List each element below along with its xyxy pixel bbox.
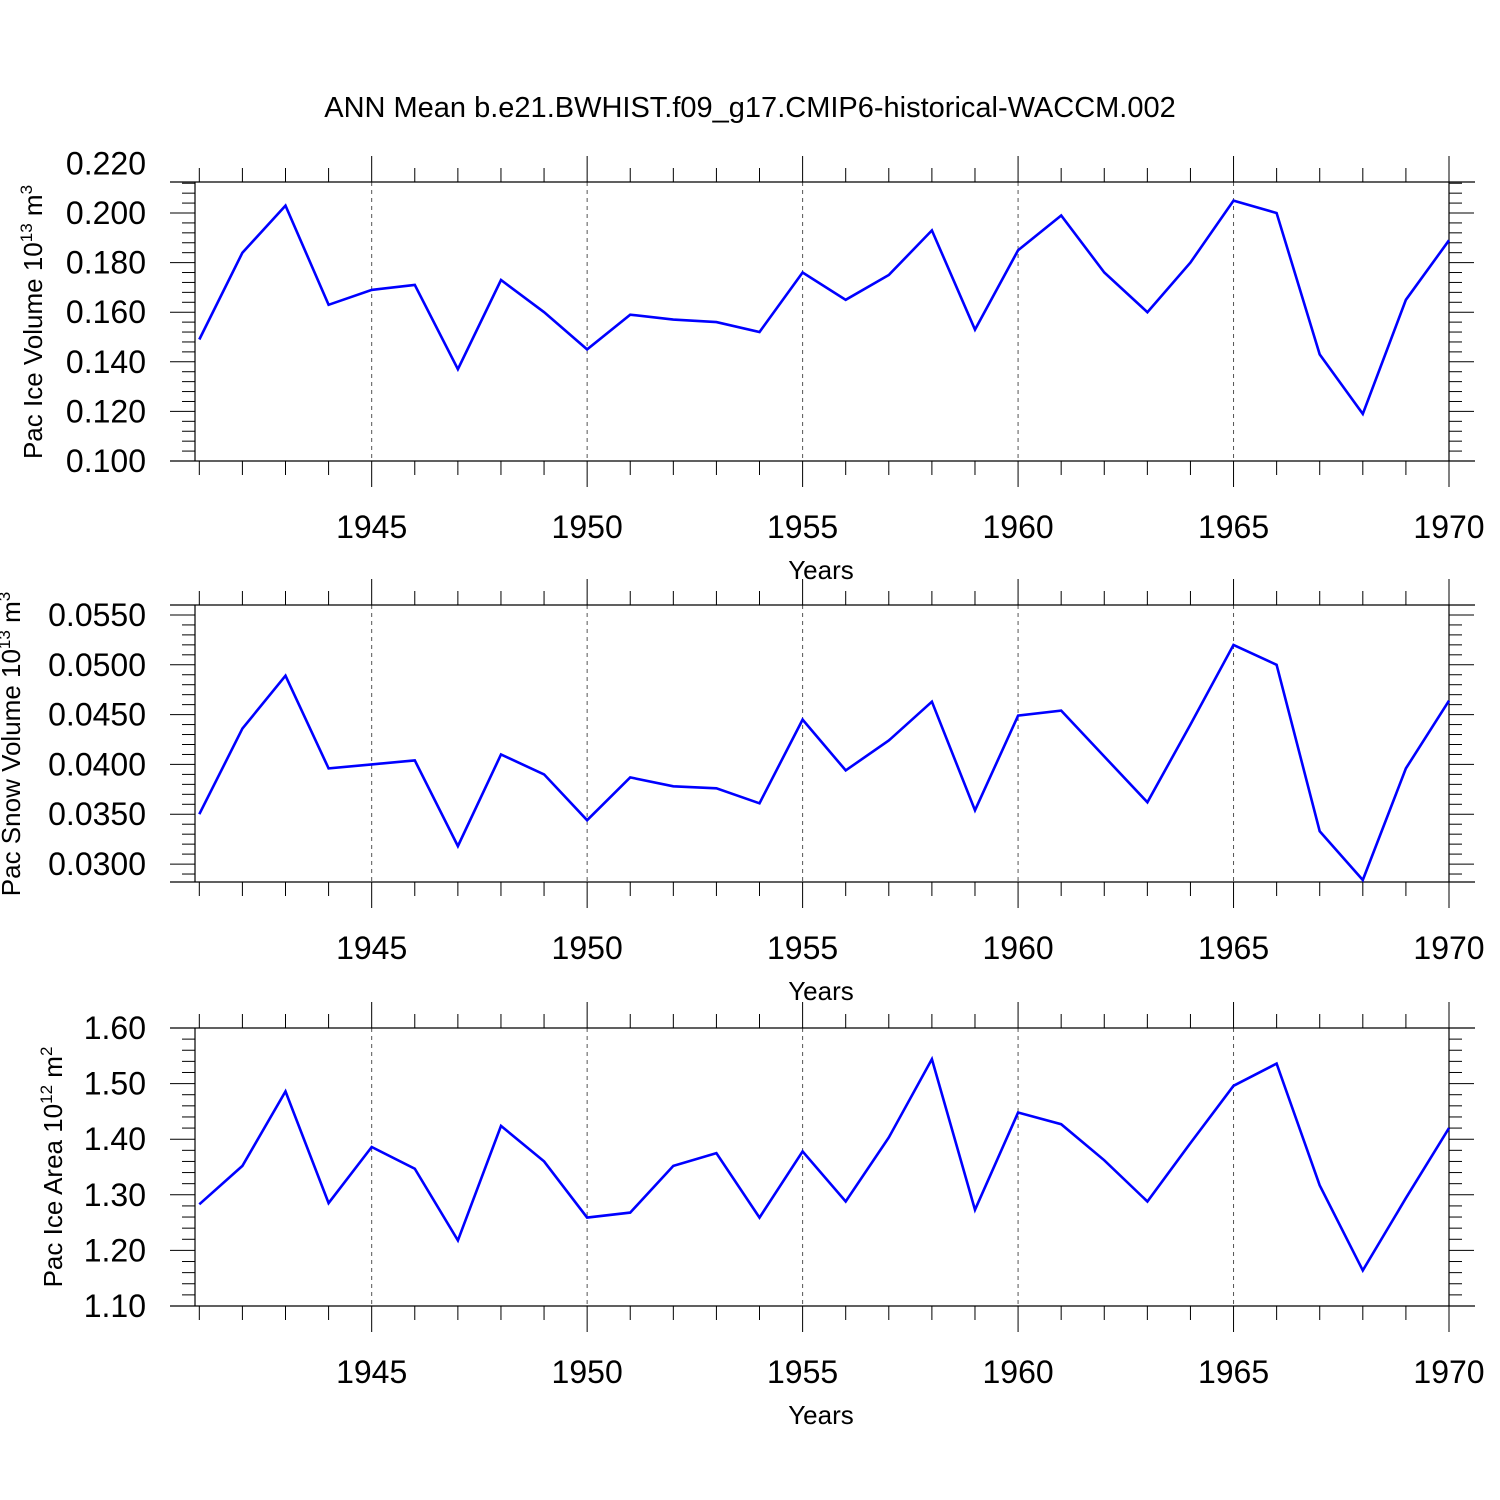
y-tick-label: 0.0300 bbox=[48, 846, 146, 882]
x-tick-label: 1945 bbox=[336, 509, 407, 545]
x-axis-label: Years bbox=[788, 1400, 854, 1430]
x-tick-label: 1955 bbox=[767, 930, 838, 966]
x-tick-label: 1965 bbox=[1198, 509, 1269, 545]
x-tick-label: 1970 bbox=[1413, 509, 1484, 545]
series-line bbox=[198, 199, 1451, 417]
x-axis-label: Years bbox=[788, 555, 854, 585]
y-tick-label: 0.120 bbox=[66, 393, 146, 429]
y-tick-label: 0.140 bbox=[66, 344, 146, 380]
x-tick-label: 1945 bbox=[336, 1354, 407, 1390]
figure-title: ANN Mean b.e21.BWHIST.f09_g17.CMIP6-hist… bbox=[324, 92, 1176, 124]
chart-panel-3: 1945 1950 1955 1960 1965 1970 1.10 1.20 1.30 1.40… bbox=[37, 1002, 1485, 1430]
y-tick-label: 0.0450 bbox=[48, 697, 146, 733]
y-tick-label: 0.200 bbox=[66, 195, 146, 231]
x-tick-label: 1955 bbox=[767, 509, 838, 545]
x-tick-label: 1950 bbox=[552, 509, 623, 545]
x-tick-label: 1960 bbox=[982, 509, 1053, 545]
y-tick-label: 0.160 bbox=[66, 294, 146, 330]
y-tick-label: 0.0350 bbox=[48, 796, 146, 832]
y-tick-label: 1.60 bbox=[84, 1010, 146, 1046]
x-tick-label: 1965 bbox=[1198, 930, 1269, 966]
x-tick-label: 1965 bbox=[1198, 1354, 1269, 1390]
y-tick-label: 0.100 bbox=[66, 443, 146, 479]
series-line bbox=[198, 1055, 1451, 1274]
y-tick-label: 1.50 bbox=[84, 1066, 146, 1102]
x-tick-label: 1955 bbox=[767, 1354, 838, 1390]
y-tick-label: 1.30 bbox=[84, 1177, 146, 1213]
y-tick-label: 0.220 bbox=[66, 145, 146, 181]
x-tick-label: 1970 bbox=[1413, 1354, 1484, 1390]
y-tick-label: 0.180 bbox=[66, 245, 146, 281]
y-axis-label: Pac Ice Area 1012 m2 bbox=[37, 1047, 68, 1288]
chart-panel-2: 1945 1950 1955 1960 1965 1970 0.0300 0.0350 0.04… bbox=[0, 579, 1485, 1006]
y-tick-label: 1.10 bbox=[84, 1288, 146, 1324]
y-tick-label: 1.40 bbox=[84, 1121, 146, 1157]
y-tick-label: 0.0550 bbox=[48, 597, 146, 633]
y-axis-label: Pac Ice Volume 1013 m3 bbox=[17, 185, 48, 459]
x-tick-label: 1960 bbox=[982, 1354, 1053, 1390]
series-line bbox=[198, 643, 1451, 883]
y-tick-label: 1.20 bbox=[84, 1232, 146, 1268]
y-tick-label: 0.0400 bbox=[48, 746, 146, 782]
x-tick-label: 1970 bbox=[1413, 930, 1484, 966]
x-tick-label: 1950 bbox=[552, 1354, 623, 1390]
chart-panel-1: 1945 1950 1955 1960 1965 1970 0.100 0.120 0.140 0… bbox=[17, 145, 1485, 585]
x-tick-label: 1945 bbox=[336, 930, 407, 966]
x-tick-label: 1960 bbox=[982, 930, 1053, 966]
y-axis-label: Pac Snow Volume 1013 m3 bbox=[0, 592, 26, 896]
y-tick-label: 0.0500 bbox=[48, 647, 146, 683]
x-axis-label: Years bbox=[788, 976, 854, 1006]
x-tick-label: 1950 bbox=[552, 930, 623, 966]
